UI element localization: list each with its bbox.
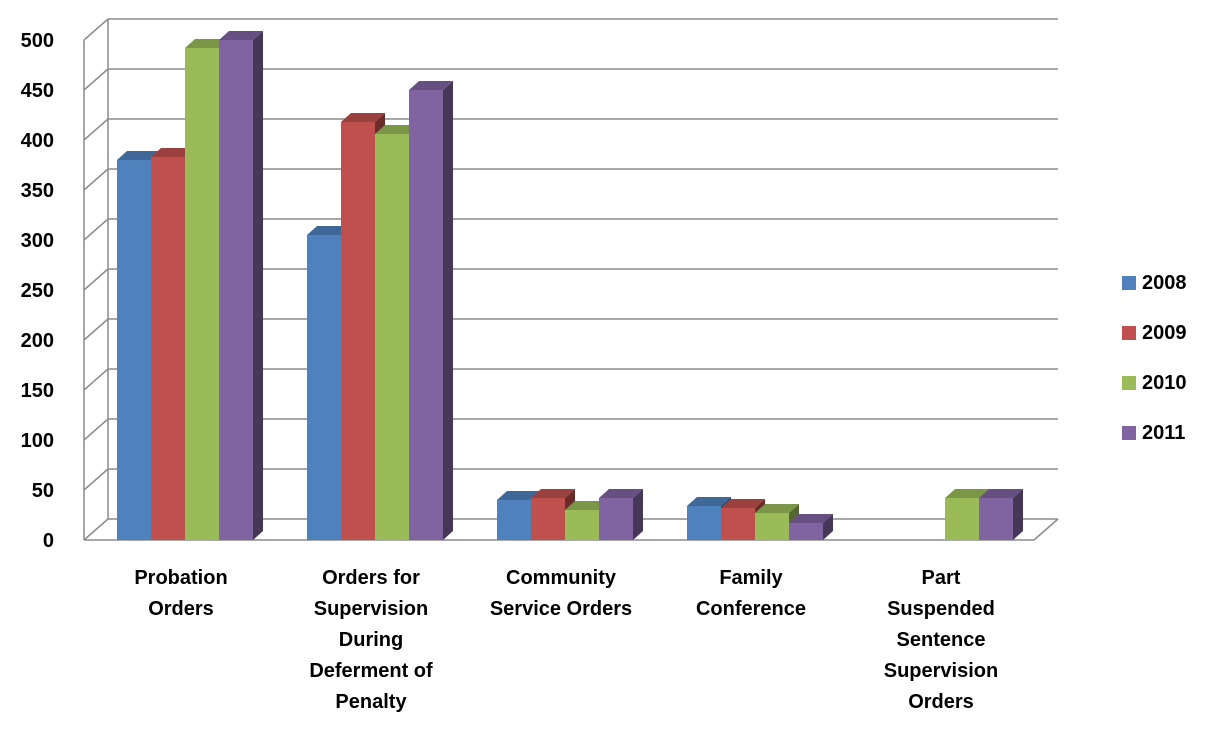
gridline-depth <box>83 468 109 491</box>
bar <box>375 134 409 540</box>
bar <box>409 90 443 540</box>
legend-item: 2009 <box>1122 322 1187 344</box>
bar <box>219 40 253 540</box>
bar-side <box>633 489 643 540</box>
legend-label: 2009 <box>1142 321 1187 344</box>
bar-top <box>755 504 799 513</box>
gridline-depth <box>83 268 109 291</box>
gridline-depth <box>83 418 109 441</box>
legend-item: 2011 <box>1122 422 1187 444</box>
bar-top <box>531 489 575 498</box>
bar <box>185 48 219 540</box>
legend-swatch <box>1122 376 1136 390</box>
legend-item: 2010 <box>1122 372 1187 394</box>
bar-top <box>185 39 229 48</box>
bar-top <box>721 499 765 508</box>
x-tick-label: Part Suspended Sentence Supervision Orders <box>884 567 998 713</box>
gridline-depth <box>83 218 109 241</box>
bar <box>945 498 979 540</box>
bar <box>565 510 599 540</box>
floor-side-edge <box>1033 518 1059 541</box>
bar-top <box>945 489 989 498</box>
y-tick-label: 450 <box>21 80 54 102</box>
legend-label: 2010 <box>1142 371 1187 394</box>
bar-side <box>443 81 453 540</box>
bar <box>307 235 341 540</box>
bar-top <box>565 501 609 510</box>
legend-swatch <box>1122 276 1136 290</box>
bar-top <box>341 113 385 122</box>
bar <box>531 498 565 540</box>
bar-top <box>687 497 731 506</box>
y-tick-label: 200 <box>21 330 54 352</box>
y-tick-label: 250 <box>21 280 54 302</box>
x-tick-label: Orders for Supervision During Deferment of P… <box>309 567 433 713</box>
bar <box>979 498 1013 540</box>
bar <box>599 498 633 540</box>
bar-top <box>151 148 195 157</box>
gridline-depth <box>83 518 109 541</box>
bar-side <box>1013 489 1023 540</box>
bar <box>687 506 721 540</box>
bar <box>789 523 823 540</box>
legend-label: 2011 <box>1142 421 1186 444</box>
bar-top <box>599 489 643 498</box>
bar-side <box>253 31 263 540</box>
gridline-depth <box>83 18 109 41</box>
bar <box>341 122 375 540</box>
gridline-depth <box>83 118 109 141</box>
gridline-depth <box>83 68 109 91</box>
y-tick-label: 350 <box>21 180 54 202</box>
y-tick-label: 100 <box>21 430 54 452</box>
bar-top <box>375 125 419 134</box>
legend-label: 2008 <box>1142 271 1187 294</box>
gridline-depth <box>83 168 109 191</box>
y-tick-label: 500 <box>21 30 54 52</box>
x-tick-label: Family Conference <box>696 567 806 620</box>
bar-top <box>497 491 541 500</box>
x-tick-label: Community Service Orders <box>490 567 632 620</box>
legend-item: 2008 <box>1122 272 1187 294</box>
bar-top <box>979 489 1023 498</box>
bar-top <box>409 81 453 90</box>
y-tick-label: 50 <box>32 480 54 502</box>
gridline-depth <box>83 318 109 341</box>
bar <box>755 513 789 540</box>
legend-swatch <box>1122 426 1136 440</box>
y-tick-label: 400 <box>21 130 54 152</box>
bar <box>151 157 185 540</box>
y-tick-label: 0 <box>43 530 54 552</box>
legend-swatch <box>1122 326 1136 340</box>
bar-top <box>219 31 263 40</box>
bar <box>117 160 151 540</box>
bar <box>721 508 755 540</box>
y-tick-label: 300 <box>21 230 54 252</box>
bar-side <box>823 514 833 540</box>
y-tick-label: 150 <box>21 380 54 402</box>
gridline-depth <box>83 368 109 391</box>
legend: 2008 2009 2010 2011 <box>1122 272 1187 472</box>
x-tick-label: Probation Orders <box>134 567 227 620</box>
bar-top <box>789 514 833 523</box>
bar-top <box>307 226 351 235</box>
bar <box>497 500 531 540</box>
bar-top <box>117 151 161 160</box>
